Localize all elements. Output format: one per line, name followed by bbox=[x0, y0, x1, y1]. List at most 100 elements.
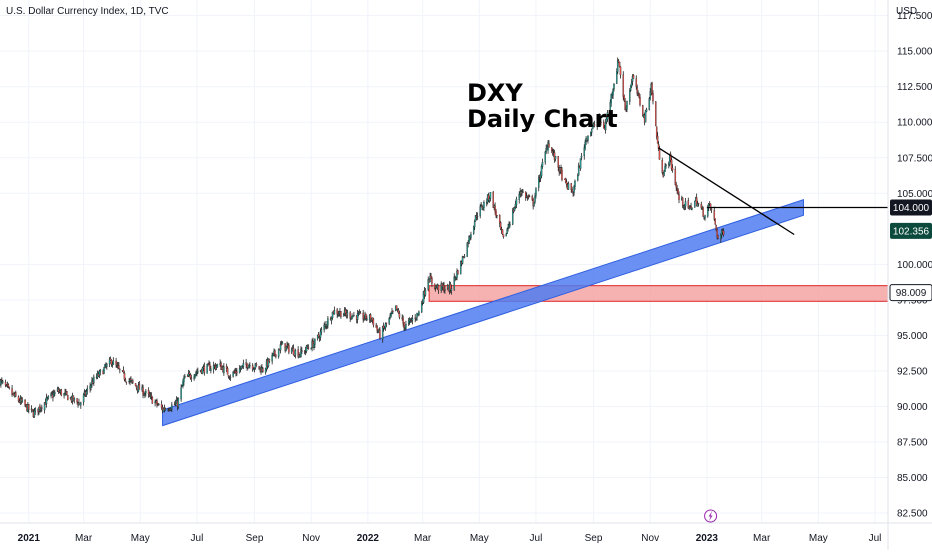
annotation-dxy: DXY bbox=[467, 79, 523, 107]
candle-body bbox=[583, 147, 586, 157]
candle-body bbox=[212, 365, 215, 370]
price-label-box bbox=[890, 199, 932, 216]
candle-body bbox=[28, 404, 30, 410]
candle-body bbox=[135, 386, 138, 388]
candle-body bbox=[415, 317, 417, 320]
y-tick-label: 87.500 bbox=[897, 437, 928, 448]
candle-body bbox=[617, 60, 620, 63]
candle-body bbox=[47, 395, 50, 399]
candle-body bbox=[268, 359, 271, 362]
candle-body bbox=[194, 374, 196, 378]
candle-body bbox=[327, 318, 329, 326]
candle-body bbox=[655, 101, 657, 126]
y-tick-label: 92.500 bbox=[897, 366, 928, 377]
candle-body bbox=[631, 75, 634, 82]
candle-body bbox=[591, 126, 594, 130]
candle-body bbox=[590, 129, 593, 133]
candle-body bbox=[340, 311, 342, 318]
candle-body bbox=[253, 367, 256, 370]
candle-body bbox=[184, 376, 186, 378]
candle-body bbox=[130, 378, 132, 381]
candle-body bbox=[528, 195, 531, 198]
candle-body bbox=[336, 309, 338, 315]
candle-body bbox=[356, 313, 359, 320]
candle-body bbox=[722, 230, 725, 235]
candle-body bbox=[103, 367, 105, 374]
candle-body bbox=[499, 222, 502, 230]
candle-body bbox=[112, 360, 115, 365]
annotation-daily-chart: Daily Chart bbox=[467, 105, 618, 133]
candle-body bbox=[642, 105, 644, 117]
candle-body bbox=[54, 392, 56, 395]
candle-body bbox=[610, 94, 612, 104]
candle-body bbox=[134, 383, 137, 387]
candle-body bbox=[63, 393, 65, 396]
candle-body bbox=[15, 392, 17, 397]
candle-body bbox=[577, 165, 580, 176]
candle-body bbox=[596, 120, 599, 127]
candle-body bbox=[577, 175, 579, 181]
price-label-box bbox=[889, 284, 932, 302]
candle-body bbox=[661, 160, 664, 173]
y-tick-label: 90.000 bbox=[897, 402, 928, 413]
x-tick-label: Jul bbox=[869, 533, 882, 544]
candle-body bbox=[333, 310, 336, 315]
candle-body bbox=[17, 396, 20, 402]
candle-body bbox=[630, 82, 633, 87]
candle-body bbox=[181, 385, 183, 387]
candle-body bbox=[188, 372, 191, 375]
candle-body bbox=[431, 278, 433, 284]
candle-body bbox=[390, 313, 392, 317]
candle-body bbox=[24, 400, 26, 406]
candle-body bbox=[353, 315, 355, 317]
candle-body bbox=[618, 61, 621, 67]
candle-body bbox=[584, 141, 586, 149]
lightning-glyph bbox=[708, 511, 713, 521]
candle-body bbox=[180, 387, 182, 400]
candle-body bbox=[119, 368, 121, 370]
grid bbox=[0, 0, 888, 523]
candle-body bbox=[590, 132, 592, 136]
candle-body bbox=[579, 158, 582, 169]
x-tick-label: 2023 bbox=[696, 533, 719, 544]
candle-body bbox=[216, 364, 219, 368]
price-label-text: 98.009 bbox=[896, 288, 927, 299]
candle-body bbox=[206, 364, 208, 374]
candle-body bbox=[677, 189, 679, 194]
candle-body bbox=[392, 310, 394, 312]
candle-body bbox=[342, 314, 345, 317]
y-tick-label: 82.500 bbox=[897, 509, 928, 520]
candle-body bbox=[651, 83, 653, 95]
candle-body bbox=[369, 314, 372, 321]
candle-body bbox=[66, 390, 68, 395]
candle-body bbox=[669, 153, 672, 161]
candle-body bbox=[656, 135, 659, 144]
candle-body bbox=[437, 285, 440, 291]
candle-body bbox=[715, 224, 717, 231]
candle-body bbox=[385, 322, 388, 324]
price-label-text: 102.356 bbox=[893, 226, 930, 237]
candle-body bbox=[4, 382, 7, 386]
candle-body bbox=[381, 326, 384, 340]
candles bbox=[0, 57, 725, 418]
candle-body bbox=[671, 167, 674, 171]
candle-body bbox=[110, 359, 113, 365]
candle-body bbox=[201, 367, 204, 374]
candle-body bbox=[379, 329, 381, 339]
candle-body bbox=[255, 363, 258, 366]
x-tick-label: Sep bbox=[246, 533, 264, 544]
candle-body bbox=[502, 234, 505, 237]
candle-body bbox=[616, 71, 618, 84]
candle-body bbox=[8, 386, 11, 389]
candle-body bbox=[716, 229, 718, 237]
candle-body bbox=[450, 288, 453, 291]
candle-body bbox=[363, 318, 365, 320]
candle-body bbox=[171, 404, 173, 410]
candle-body bbox=[307, 347, 310, 349]
candle-body bbox=[665, 164, 667, 166]
candle-body bbox=[249, 365, 251, 367]
y-tick-label: 117.500 bbox=[897, 11, 932, 22]
candle-body bbox=[359, 312, 362, 314]
